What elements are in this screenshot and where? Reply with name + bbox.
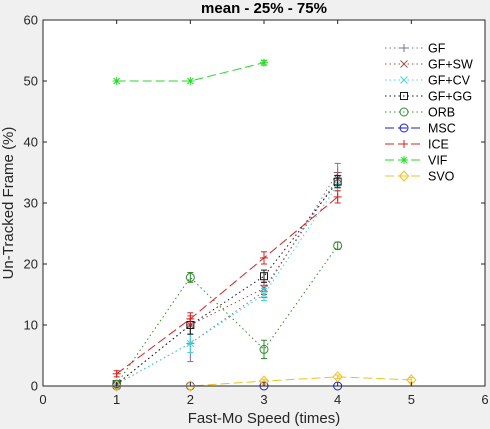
legend-marker	[400, 140, 408, 148]
legend-marker	[400, 156, 408, 164]
data-point	[185, 272, 195, 282]
legend-item: VIF	[385, 154, 448, 168]
chart-title: mean - 25% - 75%	[201, 0, 327, 17]
data-point	[333, 241, 343, 251]
data-point	[185, 380, 196, 392]
legend-label: ORB	[428, 106, 455, 120]
y-tick-label: 0	[31, 379, 38, 394]
data-point	[260, 290, 268, 299]
data-point	[112, 77, 121, 85]
legend-marker	[400, 60, 408, 68]
series-line	[116, 245, 339, 385]
x-tick-label: 2	[187, 392, 194, 407]
series-ice	[112, 190, 342, 378]
data-point	[112, 369, 121, 378]
y-tick-label: 60	[24, 13, 38, 28]
data-point	[260, 58, 268, 67]
legend: GF GF+SW GF+CV GF+GG ORB MSC ICE VIF SVO	[380, 37, 478, 187]
legend-label: VIF	[428, 154, 448, 168]
legend-label: ICE	[428, 138, 449, 152]
x-tick-label: 1	[113, 392, 120, 407]
data-point	[186, 77, 195, 85]
chart-marks	[111, 58, 417, 392]
legend-label: GF+CV	[428, 74, 471, 88]
legend-marker	[398, 170, 410, 182]
legend-label: GF+SW	[428, 58, 473, 72]
data-point	[332, 371, 343, 383]
legend-label: SVO	[428, 170, 455, 184]
legend-marker	[399, 107, 409, 117]
x-tick-label: 6	[481, 392, 488, 407]
error-bar	[334, 374, 341, 380]
series-vif	[112, 58, 268, 85]
legend-marker	[400, 92, 408, 100]
legend-item: ICE	[385, 138, 449, 152]
error-bar	[261, 339, 267, 360]
data-point	[333, 177, 342, 186]
series-line	[116, 172, 339, 385]
data-point	[259, 344, 269, 354]
legend-item: SVO	[385, 170, 455, 184]
legend-label: GF	[428, 42, 446, 56]
series-line	[116, 196, 338, 375]
legend-marker	[399, 123, 409, 133]
y-tick-label: 50	[24, 74, 38, 89]
legend-item: GF+GG	[385, 90, 472, 104]
data-point	[260, 272, 268, 281]
data-point	[111, 380, 122, 392]
legend-item: MSC	[385, 122, 456, 136]
data-point	[260, 253, 268, 262]
legend-label: GF+GG	[428, 90, 472, 104]
legend-label: MSC	[428, 122, 456, 136]
series-line	[116, 178, 339, 385]
legend-marker	[400, 44, 408, 52]
x-tick-label: 5	[408, 392, 415, 407]
error-bar	[334, 175, 341, 189]
error-bar	[187, 272, 194, 283]
legend-item: ORB	[385, 106, 455, 120]
x-tick-label: 3	[260, 392, 267, 407]
data-point	[186, 314, 195, 323]
series-line	[116, 184, 339, 385]
legend-marker	[400, 76, 408, 84]
legend-item: GF+CV	[385, 74, 471, 88]
legend-item: GF+SW	[385, 58, 473, 72]
y-tick-label: 40	[24, 135, 38, 150]
legend-box	[380, 37, 478, 187]
y-tick-label: 10	[24, 318, 38, 333]
data-point	[186, 339, 195, 348]
y-tick-label: 30	[24, 196, 38, 211]
error-bar	[261, 269, 267, 283]
x-tick-label: 0	[39, 392, 46, 407]
y-tick-label: 20	[24, 257, 38, 272]
x-tick-label: 4	[334, 392, 341, 407]
data-point	[333, 192, 342, 201]
x-axis-label: Fast-Mo Speed (times)	[188, 410, 341, 427]
y-axis-label: Un-Tracked Frame (%)	[0, 127, 17, 280]
legend-item: GF	[385, 42, 446, 56]
